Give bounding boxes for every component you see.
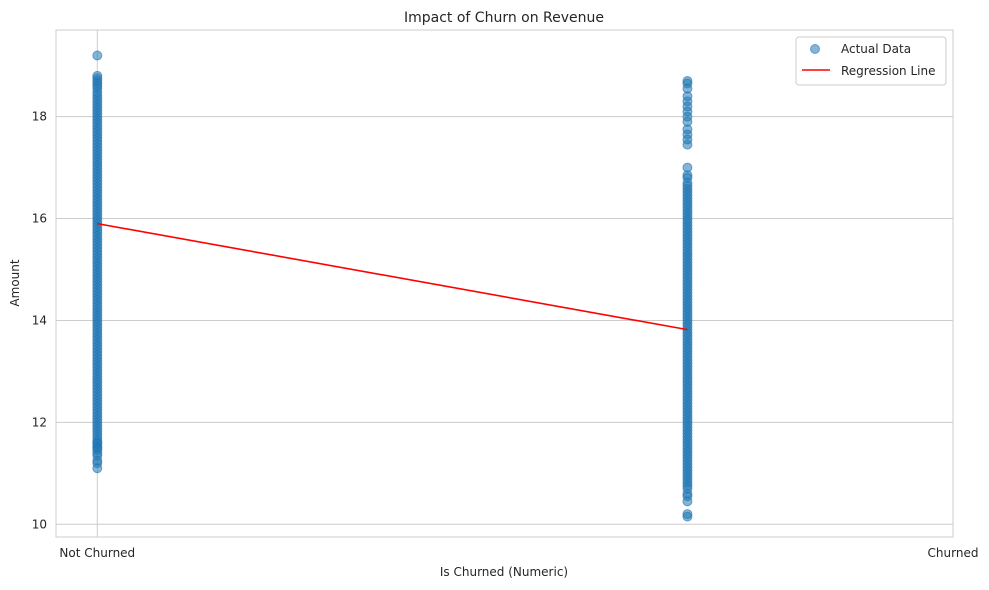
scatter-point bbox=[682, 139, 693, 150]
y-tick-label: 10 bbox=[32, 517, 47, 531]
scatter-point bbox=[682, 511, 693, 522]
x-axis-label: Is Churned (Numeric) bbox=[440, 565, 568, 579]
axis-ticks: 10 12 14 16 18 Not Churned Churned bbox=[32, 110, 979, 560]
scatter-point bbox=[682, 496, 693, 507]
y-tick-label: 12 bbox=[32, 415, 47, 429]
y-tick-label: 14 bbox=[32, 313, 47, 327]
y-axis-label: Amount bbox=[8, 259, 22, 306]
legend: Actual Data Regression Line bbox=[795, 36, 947, 86]
regression-line bbox=[97, 222, 688, 331]
legend-box bbox=[795, 36, 947, 86]
scatter-point bbox=[92, 463, 103, 474]
chart-title: Impact of Churn on Revenue bbox=[404, 10, 604, 26]
scatter-point bbox=[92, 50, 103, 61]
scatter-series bbox=[92, 50, 693, 522]
scatter-point bbox=[682, 172, 693, 183]
y-tick-label: 16 bbox=[32, 212, 47, 226]
legend-label-actual-data: Actual Data bbox=[841, 42, 911, 56]
legend-marker-actual-data bbox=[810, 44, 820, 54]
plot-frame bbox=[55, 29, 954, 538]
y-tick-label: 18 bbox=[32, 110, 47, 124]
regression-series bbox=[97, 222, 688, 331]
legend-label-regression-line: Regression Line bbox=[841, 64, 935, 78]
x-tick-label: Not Churned bbox=[59, 546, 135, 560]
scatter-point bbox=[92, 83, 103, 94]
x-tick-label: Churned bbox=[928, 546, 979, 560]
